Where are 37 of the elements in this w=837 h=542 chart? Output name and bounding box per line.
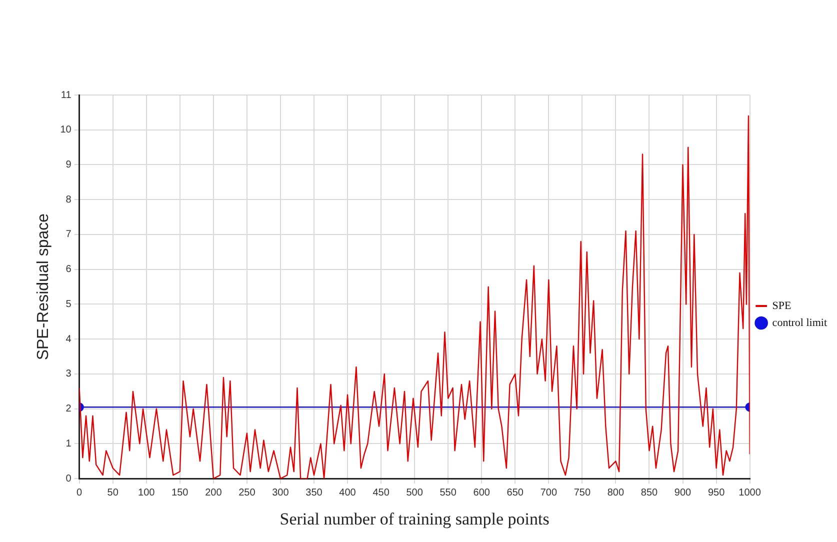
y-tick-label: 4: [66, 334, 72, 345]
x-tick-label: 950: [708, 487, 726, 498]
y-tick-label: 1: [66, 438, 72, 450]
x-tick-label: 250: [238, 487, 256, 498]
x-tick-label: 0: [76, 487, 83, 498]
x-tick-label: 150: [172, 487, 189, 498]
x-tick-label: 300: [272, 487, 290, 498]
x-tick-label: 50: [107, 487, 119, 498]
x-tick-label: 750: [574, 487, 591, 498]
x-tick-label: 450: [372, 487, 390, 498]
y-tick-label: 9: [66, 159, 72, 170]
x-tick-label: 200: [205, 487, 222, 498]
y-tick-label: 2: [66, 404, 72, 415]
x-tick-label: 650: [506, 487, 524, 498]
x-tick-label: 600: [473, 487, 490, 498]
x-tick-label: 550: [440, 487, 457, 498]
legend-label: SPE: [772, 300, 792, 312]
x-tick-label: 900: [674, 487, 692, 498]
x-tick-label: 850: [640, 487, 658, 498]
x-axis-title: Serial number of training sample points: [280, 509, 550, 528]
y-tick-label: 5: [66, 298, 72, 310]
y-axis-title: SPE-Residual space: [35, 213, 52, 360]
y-tick-label: 3: [66, 368, 72, 380]
x-tick-label: 400: [339, 487, 356, 498]
x-tick-label: 1000: [738, 487, 762, 498]
x-tick-label: 800: [607, 487, 624, 498]
y-tick-label: 7: [66, 229, 72, 240]
y-tick-label: 11: [60, 90, 72, 101]
y-tick-label: 0: [66, 473, 72, 484]
legend-label: control limit: [772, 316, 828, 329]
y-tick-label: 8: [66, 194, 72, 206]
x-tick-label: 350: [306, 487, 323, 498]
y-tick-label: 10: [60, 124, 72, 136]
y-tick-label: 6: [66, 264, 72, 276]
x-tick-label: 700: [540, 487, 558, 498]
x-tick-label: 500: [406, 487, 424, 498]
x-tick-label: 100: [138, 487, 156, 498]
